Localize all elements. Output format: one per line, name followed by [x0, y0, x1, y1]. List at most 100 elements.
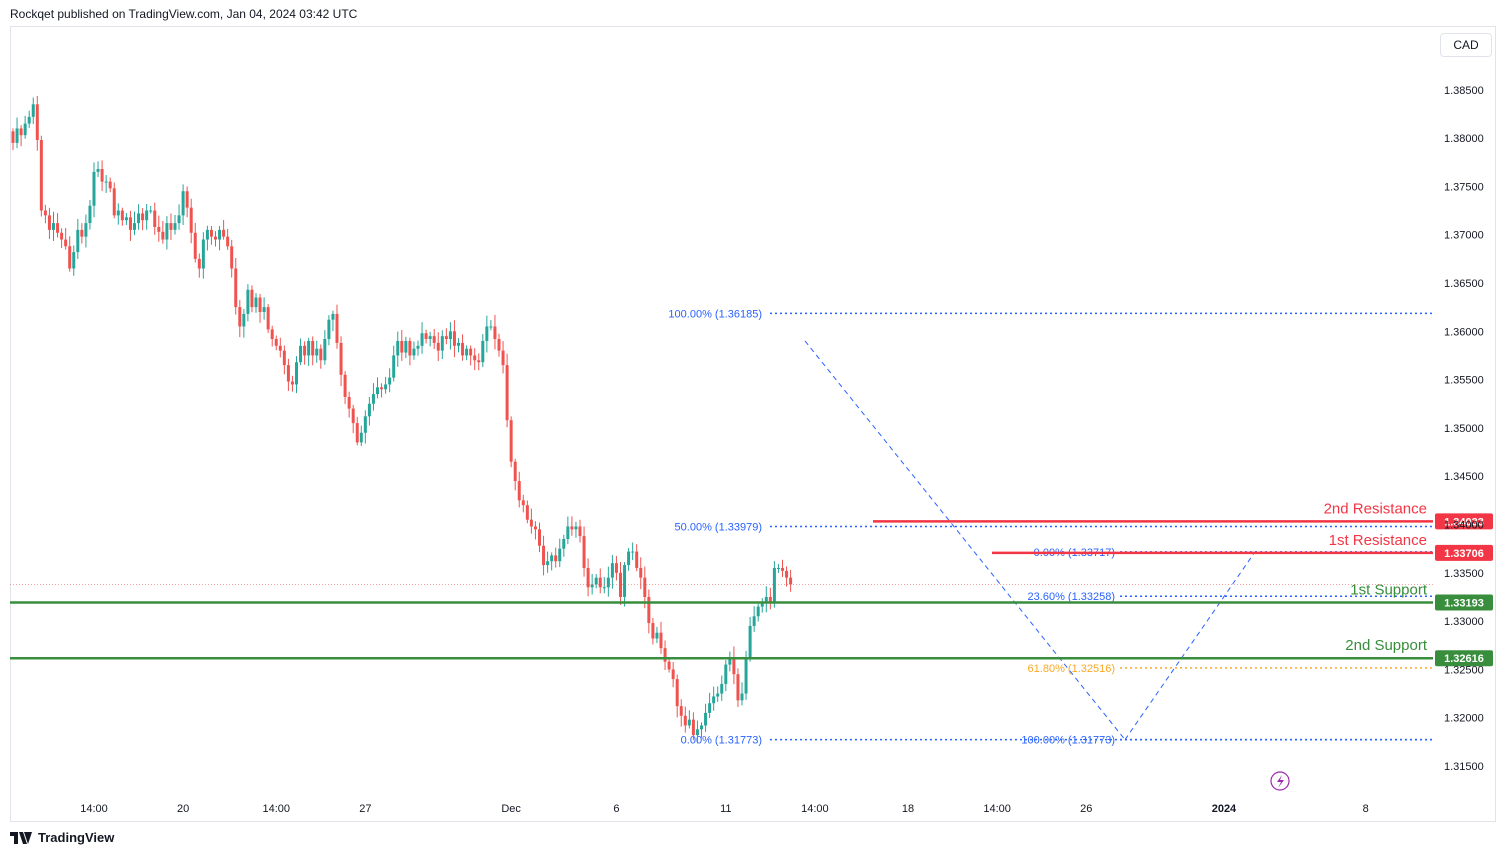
candle [27, 110, 31, 128]
time-tick-label: Dec [501, 803, 521, 815]
candle-body [606, 577, 610, 588]
candle-body [124, 217, 128, 221]
currency-button[interactable]: CAD [1440, 33, 1492, 57]
candle [509, 416, 513, 468]
candle [351, 404, 355, 434]
candle [785, 566, 789, 587]
candle-body [631, 551, 635, 553]
fib-trend-line [804, 340, 1126, 740]
candle [384, 376, 388, 394]
candle-body [359, 432, 363, 443]
candle-body [120, 210, 124, 221]
candle-body [683, 715, 687, 726]
candle-body [60, 232, 64, 240]
candle [542, 535, 546, 576]
time-axis: 14:00 20 14:00 27 Dec 6 11 14:00 18 14:00 26 2024 8 [80, 803, 1369, 815]
candle-body [614, 563, 618, 573]
candle-body [282, 350, 286, 366]
candle-body [748, 625, 752, 658]
candle-body [104, 181, 108, 183]
candle-body [708, 703, 712, 713]
candle-body [80, 229, 84, 237]
candle [169, 213, 173, 240]
candle-body [639, 567, 643, 578]
candle [517, 471, 521, 508]
candle [290, 375, 294, 392]
candle-body [343, 374, 347, 397]
candle [558, 538, 562, 568]
candle-body [570, 526, 574, 530]
candle-body [412, 348, 416, 356]
candle-body [489, 326, 493, 328]
candle-body [43, 210, 47, 216]
candle-body [165, 223, 169, 240]
candle [732, 646, 736, 685]
candle-body [720, 683, 724, 694]
candle-body [96, 169, 100, 172]
candle-body [448, 331, 452, 340]
candle [789, 569, 793, 592]
fib-level-label: 50.00% (1.33979) [675, 522, 762, 534]
candle-body [724, 664, 728, 684]
candle-body [756, 606, 760, 617]
candle-body [493, 326, 497, 340]
candle-body [177, 215, 181, 224]
candle [214, 231, 217, 247]
fib-retracements: 100.00% (1.36185) 50.00% (1.33979) 0.00% (… [668, 308, 1433, 747]
candle [323, 330, 327, 365]
candle [639, 557, 643, 590]
candle [250, 285, 254, 313]
candle-body [481, 340, 485, 363]
candle [222, 219, 226, 240]
candle-body [590, 584, 594, 588]
candle-body [736, 674, 740, 701]
candle-body [218, 229, 222, 240]
candle-body [647, 596, 651, 624]
footer-brand[interactable]: TradingView [10, 830, 114, 845]
candle [606, 566, 610, 597]
candle [720, 675, 724, 701]
candle [234, 258, 238, 315]
candle [149, 205, 153, 214]
candle-body [424, 333, 428, 340]
candle [76, 218, 80, 259]
candle [262, 297, 266, 320]
candle [116, 203, 120, 225]
candle-body [72, 252, 76, 269]
candle [469, 345, 473, 366]
candle-body [339, 342, 343, 375]
candle-body [509, 420, 513, 462]
price-tick-label: 1.36000 [1444, 326, 1484, 338]
candle [457, 338, 460, 353]
candle [675, 674, 679, 718]
candle-body [574, 526, 578, 530]
candle [161, 220, 165, 244]
candle-body [56, 223, 60, 233]
candle-body [209, 229, 213, 237]
candle [124, 213, 128, 225]
candle-body [525, 505, 529, 520]
candle-body [327, 319, 331, 340]
candle-body [728, 657, 732, 665]
price-tick-label: 1.34500 [1444, 471, 1484, 483]
candle-body [432, 336, 436, 343]
time-tick-label: 14:00 [80, 803, 108, 815]
candle [623, 562, 627, 607]
candle-body [396, 340, 400, 356]
candle [420, 322, 424, 354]
candle-body [716, 693, 720, 697]
candle [554, 547, 558, 568]
candle-body [286, 365, 290, 382]
candle-body [667, 661, 671, 670]
candle-body [205, 229, 209, 240]
candle-body [752, 616, 756, 626]
candle-body [112, 188, 116, 216]
candle-body [768, 596, 772, 602]
candle [647, 589, 651, 634]
candle-body [444, 336, 448, 340]
candle-body [428, 336, 432, 340]
candle [489, 320, 493, 331]
candle [177, 204, 181, 230]
level-label: 2nd Support [1345, 637, 1428, 654]
